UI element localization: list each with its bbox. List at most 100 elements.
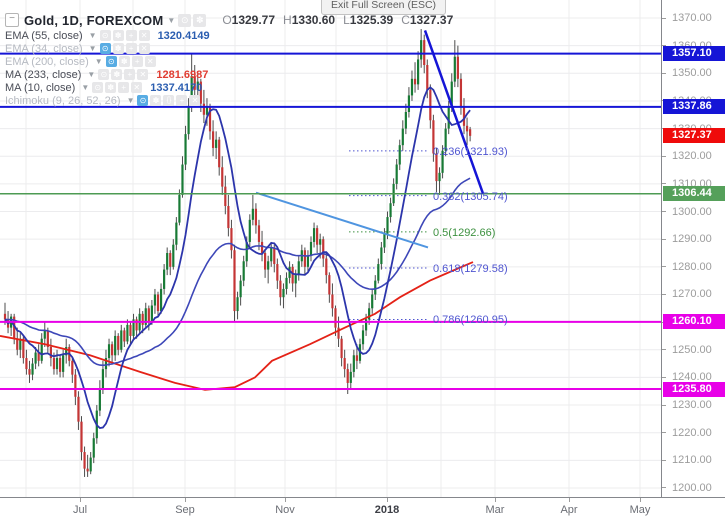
symbol-dropdown-icon[interactable]: ▼ [167, 15, 176, 25]
candle-body [316, 228, 319, 245]
indicator-dropdown-icon[interactable]: ▼ [81, 83, 90, 92]
candle-body [126, 324, 129, 342]
close-icon[interactable]: ✕ [137, 69, 149, 80]
price-tick-mark [662, 72, 666, 74]
close-icon[interactable]: ✕ [144, 56, 156, 67]
gear-icon[interactable]: ✽ [118, 56, 130, 67]
gear-icon[interactable]: ✽ [112, 43, 124, 54]
indicator-value: 1281.6987 [156, 68, 209, 81]
candle-body [181, 164, 184, 195]
candle-body [187, 106, 190, 135]
gear-icon[interactable]: ✽ [105, 82, 117, 93]
indicator-label: MA (233, close) [5, 68, 82, 81]
plus-icon[interactable]: + [124, 69, 136, 80]
price-badge: 1337.86 [663, 99, 725, 115]
legend-collapse-icon[interactable]: − [5, 13, 19, 27]
candle-body [199, 81, 202, 104]
candle-body [389, 203, 392, 218]
trendline-light-blue[interactable] [255, 191, 429, 249]
candle-body [257, 225, 261, 242]
price-tick-mark [662, 266, 666, 268]
indicator-dropdown-icon[interactable]: ▼ [88, 31, 97, 40]
price-tick-label: 1240.00 [672, 371, 712, 384]
price-tick-mark [662, 376, 666, 378]
plus-icon[interactable]: + [176, 95, 188, 106]
price-tick-mark [662, 17, 666, 19]
braces-icon[interactable]: {} [163, 95, 175, 106]
ma233-line [0, 261, 474, 391]
indicator-dropdown-icon[interactable]: ▼ [88, 44, 97, 53]
indicator-dropdown-icon[interactable]: ▼ [126, 96, 135, 105]
candle-body [159, 288, 163, 312]
candle-body [120, 330, 123, 350]
ohlc-low-label: L [343, 13, 350, 27]
close-icon[interactable]: ✕ [138, 30, 150, 41]
candle-body [355, 355, 358, 361]
candle-body [22, 338, 25, 359]
close-icon[interactable]: ✕ [131, 82, 143, 93]
price-tick-label: 1300.00 [672, 205, 712, 218]
candle-body [34, 352, 37, 364]
time-tick-label: 2018 [374, 504, 400, 516]
indicator-row-ichimoku-5: Ichimoku (9, 26, 52, 26) ▼ ⊙ ✽{} + ✕ [5, 94, 453, 107]
ohlc-open-label: O [222, 13, 232, 27]
symbol-title[interactable]: Gold, 1D, FOREXCOM [24, 12, 164, 28]
price-badge: 1260.10 [663, 314, 725, 330]
ma10-line [4, 86, 471, 429]
gear-icon[interactable]: ✽ [112, 30, 124, 41]
candle-body [89, 457, 92, 472]
trendline-steep-blue[interactable] [423, 30, 485, 194]
eye-icon[interactable]: ⊙ [99, 30, 111, 41]
candle-body [3, 313, 7, 320]
candle-body [178, 194, 181, 223]
indicator-dropdown-icon[interactable]: ▼ [94, 57, 103, 66]
candle-body [156, 294, 160, 312]
plus-icon[interactable]: + [125, 30, 137, 41]
symbol-eye-icon[interactable]: ⊙ [178, 13, 192, 27]
candle-body [294, 275, 297, 284]
price-tick-label: 1200.00 [672, 481, 712, 494]
candle-body [114, 335, 117, 356]
price-tick-label: 1250.00 [672, 343, 712, 356]
price-axis[interactable]: 1370.001360.001350.001340.001330.001320.… [661, 0, 725, 497]
indicator-label: Ichimoku (9, 26, 52, 26) [5, 94, 121, 107]
price-tick-mark [662, 45, 666, 47]
gear-icon[interactable]: ✽ [111, 69, 123, 80]
plus-icon[interactable]: + [125, 43, 137, 54]
candle-body [92, 438, 95, 458]
symbol-settings-icon[interactable]: ✽ [193, 13, 207, 27]
candle-body [297, 261, 300, 276]
indicator-dropdown-icon[interactable]: ▼ [87, 70, 96, 79]
gear-icon[interactable]: ✽ [150, 95, 162, 106]
eye-icon[interactable]: ⊙ [92, 82, 104, 93]
eye-icon[interactable]: ⊙ [105, 56, 117, 67]
plus-icon[interactable]: + [131, 56, 143, 67]
candle-body [343, 358, 346, 370]
time-axis[interactable]: Jul Sep Nov 2018 Mar Apr May [0, 497, 725, 524]
fib-level-label: 0.618(1279.58) [433, 262, 508, 275]
price-badge: 1306.44 [663, 186, 725, 202]
candle-body [236, 297, 239, 312]
indicator-value: 1337.4170 [150, 81, 203, 94]
eye-icon[interactable]: ⊙ [98, 69, 110, 80]
eye-icon[interactable]: ⊙ [99, 43, 111, 54]
candle-body [383, 233, 386, 248]
ohlc-low-value: 1325.39 [349, 13, 394, 27]
indicator-row-ma-4: MA (10, close) ▼ ⊙ ✽ + ✕ 1337.4170 [5, 81, 453, 94]
close-icon[interactable]: ✕ [189, 95, 201, 106]
candle-body [190, 76, 193, 107]
candle-body [28, 369, 31, 375]
exit-fullscreen-tooltip: Exit Full Screen (ESC) [321, 0, 447, 15]
candle-body [368, 308, 371, 320]
candle-body [245, 241, 248, 262]
eye-icon[interactable]: ⊙ [137, 95, 149, 106]
plus-icon[interactable]: + [118, 82, 130, 93]
candle-body [462, 106, 466, 126]
candle-body [377, 264, 380, 281]
symbol-title-row[interactable]: − Gold, 1D, FOREXCOM ▼ ⊙ ✽ O1329.77 H1330… [5, 11, 453, 29]
time-tick-label: May [629, 504, 651, 516]
candle-body [453, 56, 456, 82]
close-icon[interactable]: ✕ [138, 43, 150, 54]
candle-body [147, 308, 150, 323]
